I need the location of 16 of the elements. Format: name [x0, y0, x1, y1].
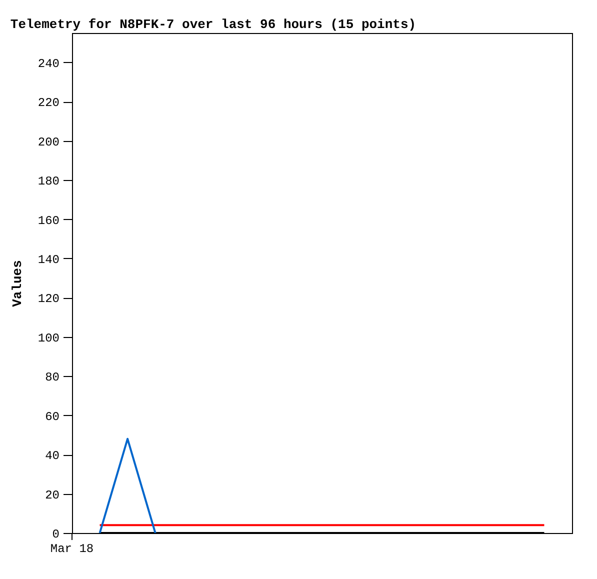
- y-axis-title: Values: [10, 260, 25, 307]
- y-tick-label: 240: [38, 56, 60, 71]
- y-tick-label: 200: [38, 135, 60, 150]
- y-tick-label: 140: [38, 252, 60, 267]
- text: Mar 18: [50, 542, 94, 556]
- y-tick-label: 0: [52, 528, 60, 542]
- y-tick-label: 120: [38, 292, 60, 306]
- chart-title: Telemetry for N8PFK-7 over last 96 hours (15 points): [10, 17, 416, 32]
- y-tick-label: 20: [45, 488, 60, 502]
- y-tick-label: 160: [38, 214, 60, 228]
- y-tick-label: 220: [38, 96, 60, 110]
- y-tick-label: 40: [45, 449, 60, 464]
- y-tick-label: 60: [45, 410, 60, 424]
- y-tick-label: 180: [38, 174, 60, 189]
- y-tick-label: 80: [45, 370, 60, 385]
- y-tick-label: 100: [38, 331, 60, 346]
